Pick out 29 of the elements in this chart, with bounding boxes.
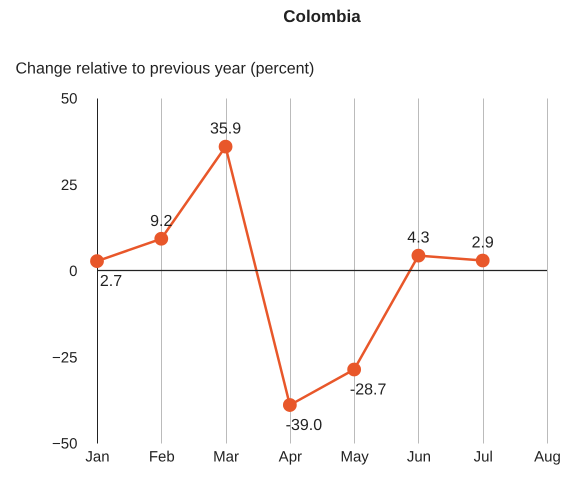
x-tick-label: Mar (213, 448, 239, 466)
y-tick-label: −50 (52, 436, 78, 452)
point (347, 362, 362, 376)
x-tick-label: Jan (85, 448, 110, 466)
chart-title: Colombia (283, 7, 362, 26)
x-tick-label: Jun (406, 448, 432, 466)
point (476, 254, 490, 268)
y-tick-label: 0 (69, 263, 78, 280)
data-label: -39.0 (286, 417, 322, 434)
x-tick-label: Jul (474, 448, 493, 466)
y-tick-label: 50 (60, 90, 78, 108)
point (218, 140, 232, 154)
data-label: 35.9 (210, 120, 242, 138)
y-tick-label: −25 (52, 349, 78, 366)
x-tick-label: Feb (148, 448, 175, 466)
data-label: 2.9 (472, 234, 494, 252)
x-tick-label: May (340, 448, 370, 466)
y-axis-title: Change relative to previous year (percent) (16, 60, 314, 78)
data-label: 4.3 (407, 230, 430, 247)
point (154, 232, 168, 246)
point (282, 398, 297, 412)
y-tick-label: 25 (60, 176, 78, 194)
point (90, 254, 104, 268)
data-label: -28.7 (350, 382, 386, 399)
x-tick-label: Apr (278, 448, 302, 466)
point (412, 248, 426, 263)
x-tick-label: Aug (534, 448, 561, 466)
data-label: 2.7 (100, 273, 122, 290)
data-label: 9.2 (150, 212, 173, 230)
